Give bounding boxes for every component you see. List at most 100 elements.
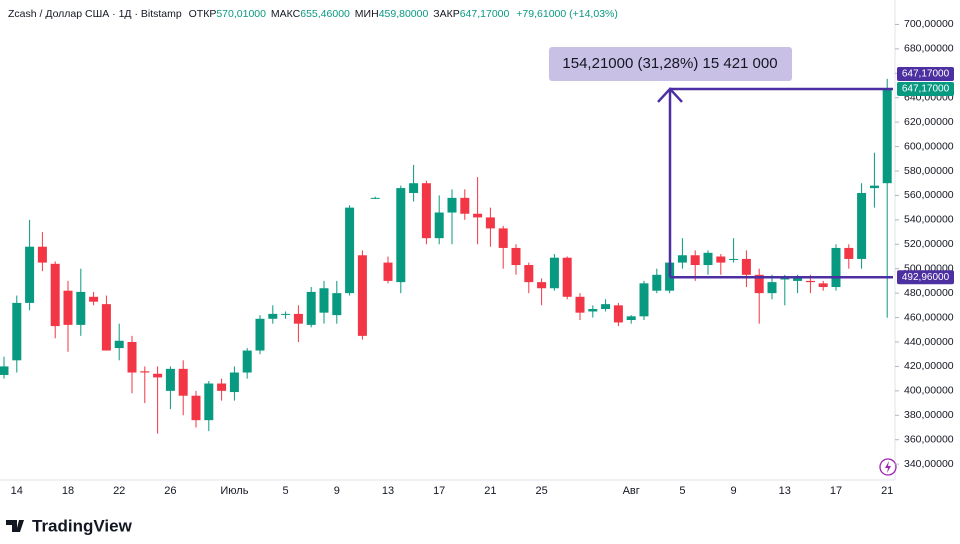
x-tick-label: Авг bbox=[623, 485, 640, 497]
measure-to-tag-box bbox=[897, 66, 954, 81]
candle-body bbox=[268, 313, 278, 319]
x-tick-label: 13 bbox=[382, 485, 394, 497]
logo-icon bbox=[6, 520, 24, 532]
y-tick-label: 560,00000 bbox=[904, 189, 954, 201]
candle-body bbox=[498, 228, 508, 248]
candle-body bbox=[63, 290, 73, 325]
candle-body bbox=[396, 188, 406, 283]
candle-body bbox=[690, 255, 700, 266]
candle-body bbox=[242, 350, 252, 373]
candle-body bbox=[12, 302, 22, 361]
candle-body bbox=[165, 368, 175, 391]
measure-label-box bbox=[549, 46, 792, 81]
y-tick-label: 580,00000 bbox=[904, 165, 954, 177]
candle-body bbox=[191, 395, 201, 421]
brand: TradingView bbox=[32, 516, 133, 535]
lightning-icon bbox=[879, 458, 897, 476]
x-tick-label: 14 bbox=[11, 485, 23, 497]
x-tick-label: 5 bbox=[679, 485, 685, 497]
x-tick-label: 26 bbox=[164, 485, 176, 497]
candle-body bbox=[741, 258, 751, 275]
candle-body bbox=[383, 262, 393, 281]
y-tick-label: 440,00000 bbox=[904, 336, 954, 348]
candle-body bbox=[306, 291, 316, 325]
y-tick-label: 620,00000 bbox=[904, 116, 954, 128]
x-tick-label: 25 bbox=[535, 485, 547, 497]
close-value: 647,17000 bbox=[460, 8, 510, 20]
y-tick-label: 700,00000 bbox=[904, 18, 954, 30]
candle-body bbox=[332, 293, 342, 316]
candle-body bbox=[319, 288, 329, 313]
candle-body bbox=[50, 263, 60, 327]
candle-body bbox=[153, 373, 163, 378]
candle-body bbox=[101, 304, 111, 351]
candle-body bbox=[217, 383, 227, 391]
candle-body bbox=[357, 255, 367, 336]
candle-body bbox=[703, 252, 713, 266]
x-tick-label: 17 bbox=[830, 485, 842, 497]
candle-body bbox=[485, 217, 495, 229]
candle-body bbox=[639, 283, 649, 317]
candle-body bbox=[613, 305, 623, 323]
candle-body bbox=[460, 197, 470, 214]
candle-body bbox=[831, 247, 841, 288]
header: Zcash / Доллар США · 1Д · Bitstamp ОТКР5… bbox=[8, 8, 618, 20]
x-tick-label: Июль bbox=[220, 485, 248, 497]
low-value: 459,80000 bbox=[379, 8, 429, 20]
candle-body bbox=[818, 283, 828, 288]
low-label: МИН bbox=[355, 8, 379, 20]
candle-body bbox=[511, 247, 521, 266]
measure-to-tag: 647,17000 bbox=[902, 69, 950, 80]
candle-body bbox=[370, 197, 380, 199]
x-tick-label: 21 bbox=[484, 485, 496, 497]
candle-body bbox=[780, 278, 790, 280]
candle-body bbox=[127, 341, 137, 373]
candle-body bbox=[255, 318, 265, 351]
candle-body bbox=[793, 277, 803, 281]
candle-body bbox=[562, 257, 572, 297]
candle-body bbox=[293, 313, 303, 324]
change: +79,61000 (+14,03%) bbox=[516, 8, 618, 20]
open-label: ОТКР bbox=[189, 8, 217, 20]
y-tick-label: 520,00000 bbox=[904, 238, 954, 250]
candle-body bbox=[652, 274, 662, 291]
y-tick-label: 480,00000 bbox=[904, 287, 954, 299]
candle-body bbox=[421, 183, 431, 239]
candle-body bbox=[178, 368, 188, 396]
candle-body bbox=[409, 183, 419, 193]
candle-body bbox=[549, 257, 559, 289]
y-tick-label: 540,00000 bbox=[904, 214, 954, 226]
high-value: 655,46000 bbox=[300, 8, 350, 20]
x-tick-label: 9 bbox=[731, 485, 737, 497]
candle-body bbox=[857, 192, 867, 259]
candle-body bbox=[767, 282, 777, 294]
candle-body bbox=[537, 282, 547, 289]
candle-body bbox=[844, 247, 854, 259]
candle-body bbox=[588, 309, 598, 312]
tv-logo: TradingView bbox=[6, 516, 133, 535]
candle-body bbox=[89, 296, 99, 302]
candle-body bbox=[805, 280, 815, 283]
candle-body bbox=[601, 304, 611, 310]
y-tick-label: 340,00000 bbox=[904, 458, 954, 470]
measure-label: 154,21000 (31,28%) 15 421 000 bbox=[562, 55, 777, 72]
candle-body bbox=[434, 212, 444, 239]
x-tick-label: 13 bbox=[779, 485, 791, 497]
candle-body bbox=[114, 340, 124, 349]
close-label: ЗАКР bbox=[433, 8, 459, 20]
candle-body bbox=[76, 291, 86, 325]
candle-body bbox=[473, 213, 483, 218]
x-tick-label: 5 bbox=[283, 485, 289, 497]
candle-body bbox=[882, 88, 892, 184]
candle-body bbox=[0, 366, 9, 375]
candle-body bbox=[140, 371, 150, 373]
y-tick-label: 680,00000 bbox=[904, 43, 954, 55]
measure-from-tag-box bbox=[897, 270, 954, 285]
y-tick-label: 460,00000 bbox=[904, 311, 954, 323]
y-tick-label: 420,00000 bbox=[904, 360, 954, 372]
candle-body bbox=[281, 313, 291, 315]
candle-body bbox=[25, 246, 35, 303]
y-tick-label: 380,00000 bbox=[904, 409, 954, 421]
candle-body bbox=[729, 258, 739, 260]
